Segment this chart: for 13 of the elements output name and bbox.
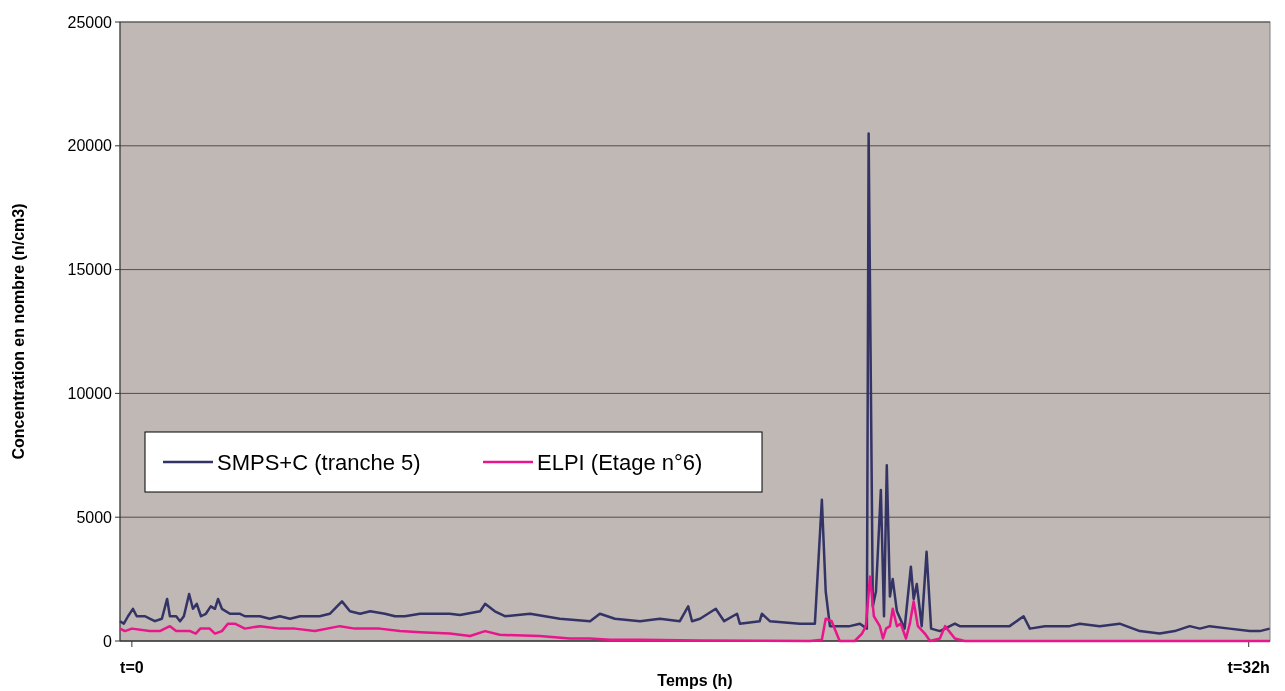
y-tick-label: 25000 bbox=[67, 13, 113, 31]
y-tick-label: 0 bbox=[103, 632, 113, 650]
y-tick-label: 15000 bbox=[67, 261, 113, 279]
y-tick-label: 10000 bbox=[67, 385, 113, 402]
x-tick-label: t=32h bbox=[1227, 659, 1270, 676]
legend-label: ELPI (Etage n°6) bbox=[537, 450, 703, 475]
x-tick-label: t=0 bbox=[120, 659, 144, 676]
line-series bbox=[118, 132, 1271, 635]
legend-label: SMPS+C (tranche 5) bbox=[217, 450, 421, 475]
x-axis-title: Temps (h) bbox=[657, 672, 733, 689]
y-axis-title: Concentration en nombre (n/cm3) bbox=[10, 203, 27, 460]
y-tick-label: 20000 bbox=[67, 137, 113, 155]
y-tick-label: 5000 bbox=[76, 508, 113, 526]
